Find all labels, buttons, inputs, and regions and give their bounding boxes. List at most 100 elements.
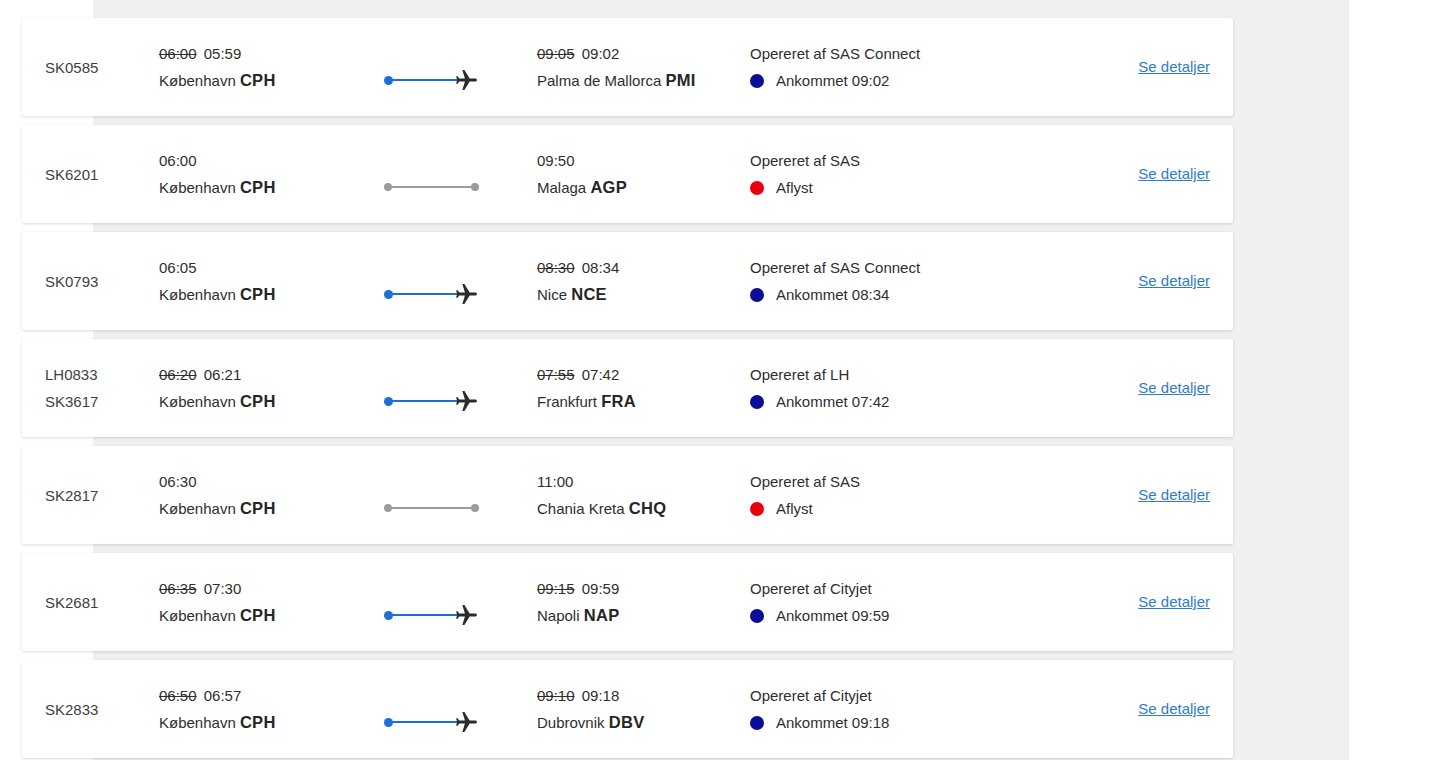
flight-status: Ankommet 09:59: [750, 602, 1138, 629]
departure-time: 06:21: [204, 366, 242, 383]
operator-info: Opereret af SAS Aflyst: [750, 468, 1138, 522]
status-text: Ankommet 09:18: [776, 709, 889, 736]
departure-info: 06:20 06:21 København CPH: [159, 361, 374, 415]
status-dot-icon: [750, 288, 764, 302]
status-text: Ankommet 09:59: [776, 602, 889, 629]
departure-time: 07:30: [204, 580, 242, 597]
arrival-airport-code: AGP: [590, 178, 627, 196]
flight-number: SK2817: [45, 482, 159, 509]
plane-icon: [454, 710, 479, 735]
route-destination-dot-icon: [471, 504, 479, 512]
arrival-city: Napoli NAP: [537, 602, 750, 629]
arrival-city: Malaga AGP: [537, 174, 750, 201]
details-link[interactable]: Se detaljer: [1138, 379, 1210, 396]
arrival-time: 08:34: [582, 259, 620, 276]
departure-times: 06:35 07:30: [159, 575, 374, 602]
departure-scheduled-time: 06:35: [159, 580, 197, 597]
departure-city: København CPH: [159, 602, 374, 629]
route-line: [392, 79, 459, 81]
departure-airport-code: CPH: [240, 71, 276, 89]
flight-number: SK0585: [45, 54, 159, 81]
flight-status: Aflyst: [750, 174, 1138, 201]
departure-time: 06:57: [204, 687, 242, 704]
arrival-times: 09:10 09:18: [537, 682, 750, 709]
arrival-scheduled-time: 09:15: [537, 580, 575, 597]
flight-row: SK6201 06:00 København CPH 09:50: [22, 125, 1233, 223]
departure-city: København CPH: [159, 174, 374, 201]
status-dot-icon: [750, 502, 764, 516]
departure-city: København CPH: [159, 388, 374, 415]
flight-status: Ankommet 09:18: [750, 709, 1138, 736]
plane-icon: [454, 389, 479, 414]
flight-number: SK2681: [45, 589, 159, 616]
departure-airport-code: CPH: [240, 392, 276, 410]
operator-info: Opereret af Cityjet Ankommet 09:18: [750, 682, 1138, 736]
departure-airport-code: CPH: [240, 713, 276, 731]
status-text: Ankommet 09:02: [776, 67, 889, 94]
arrival-times: 11:00: [537, 468, 750, 495]
operated-by-label: Opereret af Cityjet: [750, 575, 1138, 602]
arrival-info: 09:10 09:18 Dubrovnik DBV: [537, 682, 750, 736]
flight-status: Ankommet 07:42: [750, 388, 1138, 415]
route-column: [374, 389, 537, 413]
arrival-times: 09:15 09:59: [537, 575, 750, 602]
arrival-city: Chania Kreta CHQ: [537, 495, 750, 522]
details-link-column: Se detaljer: [1138, 379, 1233, 397]
details-link-column: Se detaljer: [1138, 272, 1233, 290]
departure-times: 06:20 06:21: [159, 361, 374, 388]
arrival-times: 09:50: [537, 147, 750, 174]
status-text: Aflyst: [776, 495, 813, 522]
flight-status: Ankommet 09:02: [750, 67, 1138, 94]
arrival-city: Dubrovnik DBV: [537, 709, 750, 736]
arrival-city: Palma de Mallorca PMI: [537, 67, 750, 94]
flight-number: SK0793: [45, 268, 159, 295]
departure-city: København CPH: [159, 709, 374, 736]
plane-icon: [454, 282, 479, 307]
departure-time: 06:00: [159, 152, 197, 169]
departure-scheduled-time: 06:00: [159, 45, 197, 62]
details-link[interactable]: Se detaljer: [1138, 58, 1210, 75]
arrival-info: 09:15 09:59 Napoli NAP: [537, 575, 750, 629]
operated-by-label: Opereret af SAS: [750, 468, 1138, 495]
arrival-time: 11:00: [537, 473, 573, 490]
status-dot-icon: [750, 74, 764, 88]
details-link[interactable]: Se detaljer: [1138, 486, 1210, 503]
details-link[interactable]: Se detaljer: [1138, 593, 1210, 610]
status-text: Ankommet 07:42: [776, 388, 889, 415]
route-column: [374, 496, 537, 520]
route-progress: [384, 282, 479, 306]
details-link-column: Se detaljer: [1138, 58, 1233, 76]
status-dot-icon: [750, 716, 764, 730]
departure-airport-code: CPH: [240, 285, 276, 303]
status-dot-icon: [750, 395, 764, 409]
route-progress: [384, 175, 479, 199]
arrival-times: 08:30 08:34: [537, 254, 750, 281]
route-column: [374, 603, 537, 627]
arrival-city: Frankfurt FRA: [537, 388, 750, 415]
arrival-airport-code: NCE: [571, 285, 607, 303]
status-dot-icon: [750, 181, 764, 195]
route-progress: [384, 68, 479, 92]
operated-by-label: Opereret af SAS: [750, 147, 1138, 174]
departure-time: 05:59: [204, 45, 242, 62]
arrival-city: Nice NCE: [537, 281, 750, 308]
flight-row: SK2817 06:30 København CPH 11:00: [22, 446, 1233, 544]
flight-row: LH0833SK3617 06:20 06:21 København CPH 0…: [22, 339, 1233, 437]
arrival-info: 08:30 08:34 Nice NCE: [537, 254, 750, 308]
details-link[interactable]: Se detaljer: [1138, 165, 1210, 182]
details-link[interactable]: Se detaljer: [1138, 700, 1210, 717]
arrival-time: 09:02: [582, 45, 620, 62]
route-column: [374, 282, 537, 306]
flight-row: SK2833 06:50 06:57 København CPH 09:10 0…: [22, 660, 1233, 758]
route-column: [374, 175, 537, 199]
flight-number: SK2833: [45, 696, 159, 723]
route-column: [374, 68, 537, 92]
details-link[interactable]: Se detaljer: [1138, 272, 1210, 289]
departure-info: 06:00 København CPH: [159, 147, 374, 201]
departure-scheduled-time: 06:50: [159, 687, 197, 704]
arrival-info: 09:50 Malaga AGP: [537, 147, 750, 201]
arrival-scheduled-time: 08:30: [537, 259, 575, 276]
departure-times: 06:50 06:57: [159, 682, 374, 709]
flight-row: SK0585 06:00 05:59 København CPH 09:05 0…: [22, 18, 1233, 116]
arrival-times: 09:05 09:02: [537, 40, 750, 67]
